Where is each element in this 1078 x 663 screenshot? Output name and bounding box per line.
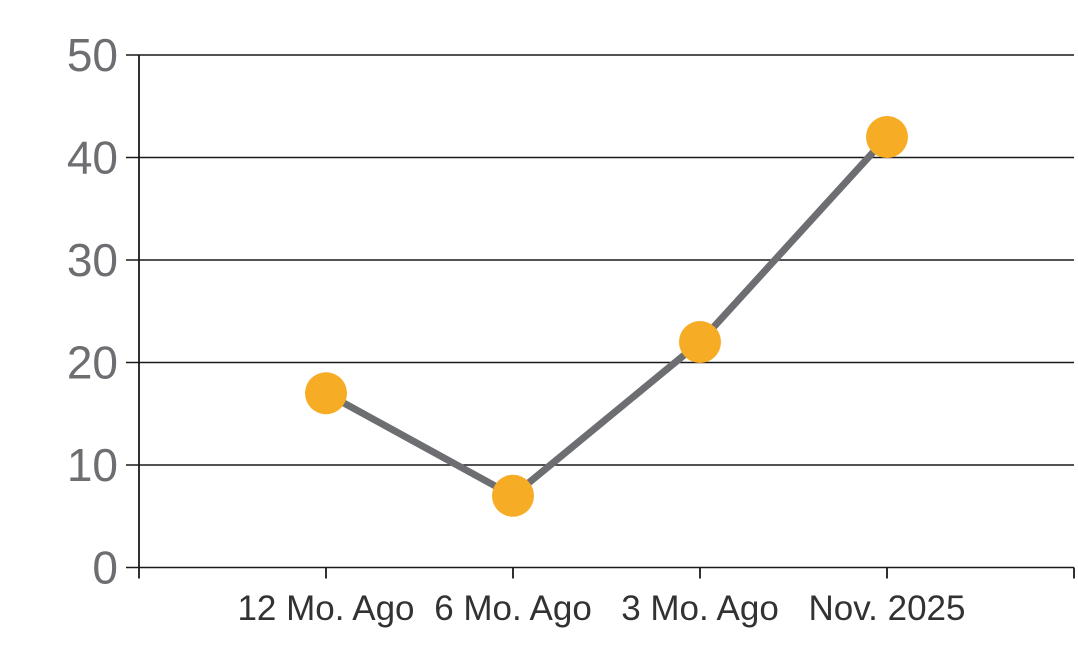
x-tick-label: 6 Mo. Ago bbox=[434, 589, 592, 628]
data-point-2 bbox=[492, 474, 534, 517]
y-tick-label: 0 bbox=[92, 542, 118, 594]
x-tick-label: Nov. 2025 bbox=[809, 589, 966, 628]
y-tick-label: 10 bbox=[67, 439, 118, 491]
data-point-1 bbox=[305, 372, 347, 415]
y-tick-label: 50 bbox=[67, 29, 118, 81]
data-point-4 bbox=[866, 116, 908, 158]
y-tick-label: 20 bbox=[67, 337, 118, 389]
y-tick-label: 30 bbox=[67, 234, 118, 286]
y-tick-label: 40 bbox=[67, 132, 118, 184]
data-point-3 bbox=[679, 321, 721, 363]
x-tick-label: 12 Mo. Ago bbox=[237, 589, 414, 628]
series-line bbox=[322, 133, 891, 500]
x-tick-label: 3 Mo. Ago bbox=[621, 589, 779, 628]
